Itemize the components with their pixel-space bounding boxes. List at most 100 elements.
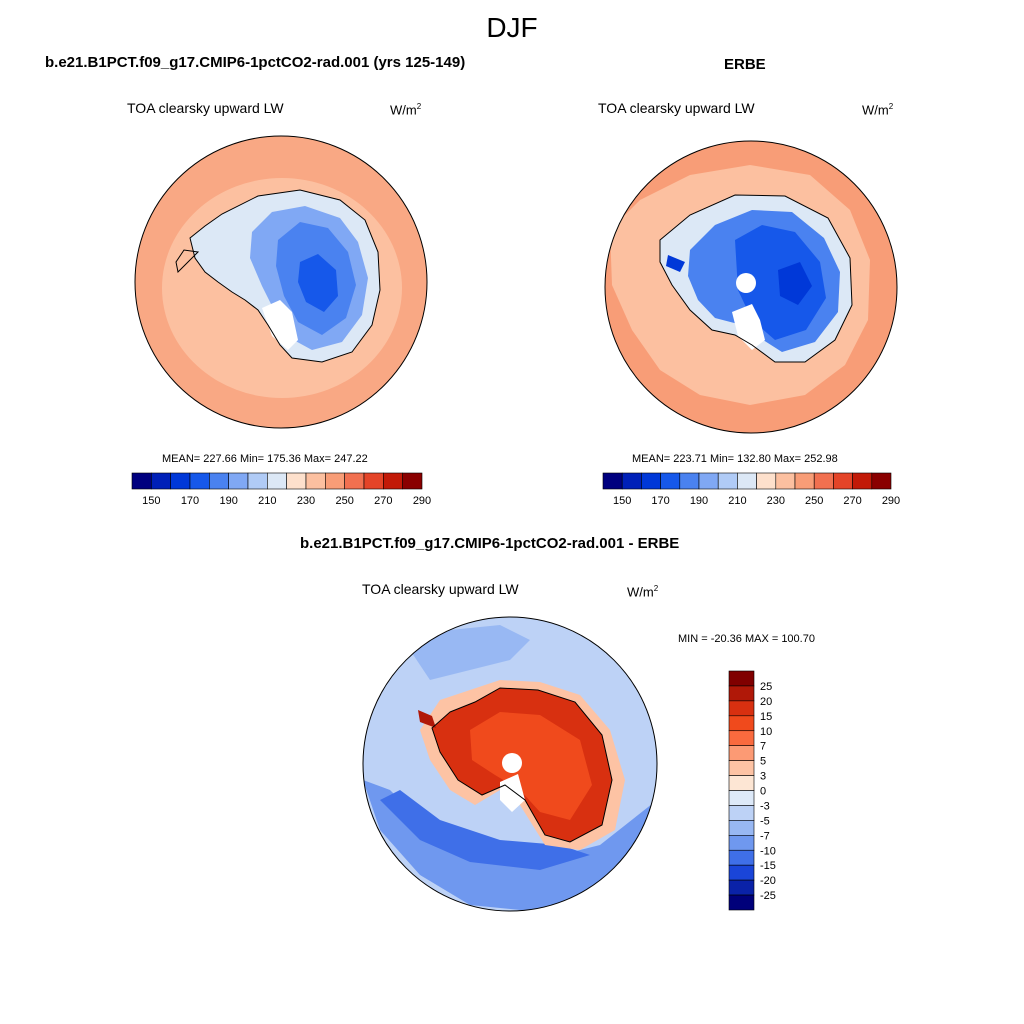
obs-antarctica-core (778, 262, 812, 305)
obs-map (604, 140, 898, 434)
diff-colorbar-box (728, 685, 755, 702)
obs-colorbar-tick-label: 150 (613, 495, 631, 507)
model-colorbar-tick-label: 190 (219, 495, 237, 507)
diff-colorbar-tick-label: -15 (760, 860, 776, 872)
diff-colorbar-tick-label: -3 (760, 800, 770, 812)
obs-colorbar-box (621, 472, 642, 490)
obs-colorbar-tick-label: 290 (882, 495, 900, 507)
diff-pole-hole (502, 753, 522, 773)
model-variable-label: TOA clearsky upward LW (127, 100, 284, 116)
obs-colorbar-box (852, 472, 873, 490)
model-panel-title: b.e21.B1PCT.f09_g17.CMIP6-1pctCO2-rad.00… (45, 54, 466, 71)
obs-colorbar-box (813, 472, 834, 490)
diff-outer-negative (363, 780, 657, 911)
model-colorbar-box (363, 472, 384, 490)
diff-colorbar-box (728, 790, 755, 806)
model-peninsula (175, 249, 200, 274)
diff-north-negative (410, 625, 530, 680)
diff-ross-sea (500, 774, 525, 812)
model-colorbar-tick-label: 150 (142, 495, 160, 507)
obs-pole-hole (736, 273, 756, 293)
diff-colorbar-tick-label: 25 (760, 681, 772, 693)
model-colorbar-tick-label: 210 (258, 495, 276, 507)
diff-colorbar-tick-label: 7 (760, 741, 766, 753)
obs-colorbar-box (737, 472, 757, 490)
diff-colorbar-box (728, 894, 755, 911)
model-ross-sea (262, 300, 298, 350)
diff-antarctica-inner (470, 712, 592, 820)
obs-stats: MEAN= 223.71 Min= 132.80 Max= 252.98 (632, 453, 838, 465)
obs-colorbar-tick-label: 210 (728, 495, 746, 507)
diff-panel-title: b.e21.B1PCT.f09_g17.CMIP6-1pctCO2-rad.00… (300, 535, 680, 552)
diff-units-base: W/m (627, 584, 654, 600)
obs-colorbar-box (660, 472, 681, 490)
diff-coastline (431, 687, 613, 843)
model-colorbar-box (383, 472, 403, 490)
obs-ross-sea (732, 304, 765, 350)
model-map-border (134, 135, 428, 429)
diff-variable-label: TOA clearsky upward LW (362, 581, 519, 597)
obs-colorbar-tick-label: 170 (651, 495, 669, 507)
obs-colorbar-box (833, 472, 853, 490)
obs-colorbar-box (602, 472, 623, 490)
model-colorbar-tick-label: 250 (335, 495, 353, 507)
model-colorbar-box (228, 472, 249, 490)
diff-units-label: W/m2 (627, 584, 658, 599)
obs-colorbar-box (698, 472, 719, 490)
obs-colorbar-tick-label: 190 (690, 495, 708, 507)
obs-colorbar-box (717, 472, 738, 490)
diff-colorbar-box (728, 849, 755, 866)
obs-colorbar-box (641, 472, 661, 490)
diff-colorbar-box (728, 730, 755, 746)
obs-colorbar: 150 170 190 210 230 250 270 290 (602, 472, 900, 507)
obs-units-base: W/m (862, 102, 889, 118)
diff-colorbar-box (728, 700, 755, 717)
obs-colorbar-box (679, 472, 700, 490)
obs-peninsula-low (666, 255, 685, 272)
model-colorbar-box (131, 472, 152, 490)
model-colorbar-tick-label: 270 (374, 495, 392, 507)
diff-colorbar-box (728, 715, 755, 732)
diff-peninsula-high (418, 710, 436, 728)
obs-colorbar-tick-label: 250 (805, 495, 823, 507)
diff-units-exp: 2 (653, 584, 659, 593)
diff-colorbar-tick-label: -20 (760, 875, 776, 887)
model-stats: MEAN= 227.66 Min= 175.36 Max= 247.22 (162, 453, 368, 465)
diff-colorbar-box (728, 775, 755, 791)
diff-colorbar-tick-label: -5 (760, 815, 770, 827)
diff-map-border (362, 616, 658, 912)
model-colorbar-tick-label: 290 (413, 495, 431, 507)
model-colorbar-box (151, 472, 171, 490)
diff-colorbar-box (728, 805, 755, 821)
diff-colorbar-box (728, 879, 755, 896)
diff-negative-core (380, 790, 590, 870)
diff-colorbar-tick-label: -7 (760, 830, 770, 842)
model-colorbar: 150 170 190 210 230 250 270 290 (131, 472, 431, 507)
model-colorbar-box (305, 472, 326, 490)
obs-coastline (659, 194, 853, 363)
diff-colorbar-tick-label: 20 (760, 696, 772, 708)
obs-variable-label: TOA clearsky upward LW (598, 100, 755, 116)
model-colorbar-tick-label: 170 (181, 495, 199, 507)
model-colorbar-box (209, 472, 229, 490)
obs-colorbar-box (775, 472, 796, 490)
obs-units-exp: 2 (888, 102, 894, 111)
model-colorbar-box (189, 472, 210, 490)
obs-colorbar-tick-label: 270 (843, 495, 861, 507)
diff-colorbar-tick-label: -10 (760, 845, 776, 857)
diff-colorbar-box (728, 745, 755, 761)
obs-units-label: W/m2 (862, 102, 893, 117)
diff-colorbar-box (728, 760, 755, 776)
diff-colorbar-tick-label: 3 (760, 771, 766, 783)
model-antarctica-core (298, 254, 338, 312)
model-units-label: W/m2 (390, 102, 421, 117)
diff-stats: MIN = -20.36 MAX = 100.70 (678, 633, 815, 645)
model-coastline (189, 189, 381, 363)
model-units-base: W/m (390, 102, 417, 118)
model-colorbar-box (325, 472, 345, 490)
model-colorbar-box (170, 472, 191, 490)
diff-colorbar-box (728, 835, 755, 851)
model-colorbar-tick-label: 230 (297, 495, 315, 507)
obs-colorbar-box (794, 472, 815, 490)
